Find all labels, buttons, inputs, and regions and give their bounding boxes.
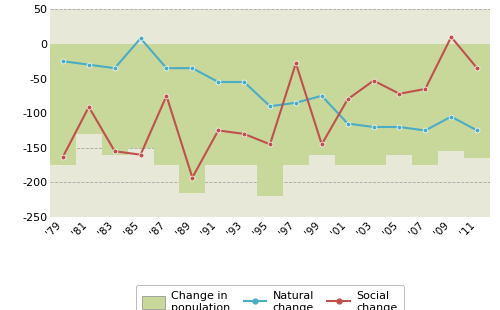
Bar <box>180 44 206 193</box>
Bar <box>206 44 231 165</box>
Bar <box>257 44 283 196</box>
Bar <box>360 44 386 165</box>
Bar <box>309 44 334 155</box>
Bar <box>464 44 490 158</box>
Bar <box>50 44 76 165</box>
Bar <box>76 44 102 134</box>
Bar <box>154 44 180 165</box>
Bar <box>386 44 412 155</box>
Bar <box>283 44 309 165</box>
Bar <box>231 44 257 165</box>
Bar <box>128 44 154 148</box>
Bar <box>334 44 360 165</box>
Bar <box>102 44 128 155</box>
Bar <box>412 44 438 165</box>
Legend: Change in
population, Natural
change, Social
change: Change in population, Natural change, So… <box>136 285 404 310</box>
Bar <box>438 44 464 151</box>
